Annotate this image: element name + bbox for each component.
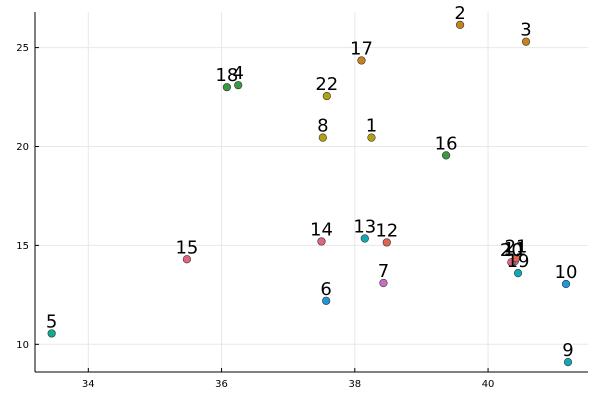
data-point-3 — [521, 37, 531, 46]
data-point-12 — [382, 238, 391, 247]
data-point-10 — [561, 279, 571, 289]
data-point-13 — [360, 234, 369, 243]
data-point-9 — [563, 358, 573, 367]
point-label-19: 19 — [507, 251, 530, 272]
data-point-2 — [455, 20, 465, 29]
point-label-16: 16 — [435, 133, 458, 154]
point-label-11: 11 — [503, 239, 526, 260]
data-point-1 — [367, 133, 376, 142]
data-point-5 — [47, 329, 56, 338]
data-point-16 — [441, 151, 451, 160]
data-points — [47, 20, 573, 367]
data-point-8 — [318, 133, 327, 142]
x-tick-label: 36 — [215, 379, 228, 390]
x-tick-label: 40 — [482, 379, 495, 390]
data-point-21 — [511, 254, 521, 263]
point-label-1: 1 — [366, 116, 377, 137]
data-point-15 — [182, 255, 192, 264]
point-label-8: 8 — [317, 116, 328, 137]
point-label-6: 6 — [320, 279, 331, 300]
data-point-19 — [513, 268, 523, 278]
point-label-3: 3 — [520, 20, 531, 41]
x-tick-label: 34 — [82, 379, 95, 390]
y-tick-label: 20 — [16, 142, 29, 153]
data-point-14 — [317, 237, 326, 246]
data-point-7 — [379, 278, 388, 288]
data-point-4 — [234, 81, 243, 90]
point-label-13: 13 — [353, 216, 376, 237]
data-point-6 — [322, 296, 331, 305]
point-label-22: 22 — [315, 74, 338, 95]
point-label-9: 9 — [562, 340, 573, 361]
data-point-18 — [222, 83, 231, 92]
data-point-22 — [322, 91, 331, 101]
point-label-2: 2 — [454, 3, 465, 24]
point-label-10: 10 — [555, 262, 578, 283]
point-label-5: 5 — [46, 311, 57, 332]
point-label-7: 7 — [378, 261, 389, 282]
data-point-17 — [357, 56, 366, 65]
point-label-20: 20 — [500, 240, 523, 261]
grid — [35, 12, 588, 372]
x-tick-label: 38 — [348, 379, 361, 390]
y-tick-label: 25 — [16, 43, 29, 54]
point-label-14: 14 — [310, 219, 333, 240]
point-label-18: 18 — [215, 65, 238, 86]
point-label-4: 4 — [232, 63, 243, 84]
point-label-21: 21 — [505, 236, 528, 257]
axes — [34, 12, 588, 373]
point-label-12: 12 — [375, 220, 398, 241]
y-tick-label: 10 — [16, 340, 29, 351]
y-tick-label: 15 — [16, 241, 29, 252]
point-label-15: 15 — [175, 237, 198, 258]
point-label-17: 17 — [350, 38, 373, 59]
